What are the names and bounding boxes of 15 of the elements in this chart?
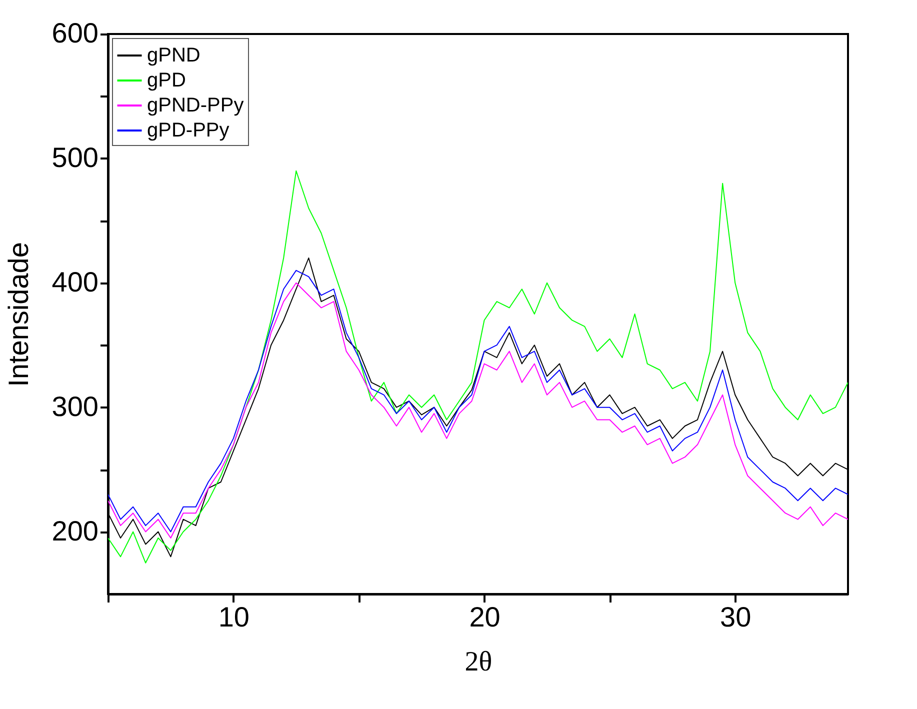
legend-label: gPND xyxy=(147,44,200,66)
line-series xyxy=(108,170,848,564)
y-tick-label: 400 xyxy=(52,266,98,298)
legend-label: gPND-PPy xyxy=(147,94,244,116)
x-tick-label: 30 xyxy=(720,602,752,632)
y-tick-label: 500 xyxy=(52,142,98,173)
y-tick-label: 600 xyxy=(52,18,98,48)
legend-label: gPD-PPy xyxy=(147,120,230,142)
y-tick-label: 200 xyxy=(52,515,98,546)
legend-label: gPD xyxy=(147,70,186,92)
y-tick-label: 300 xyxy=(52,390,98,422)
y-axis-title: Intensidade xyxy=(2,242,34,387)
x-tick-label: 20 xyxy=(469,602,500,632)
x-tick-label: 10 xyxy=(218,602,250,632)
x-axis-title: 2θ xyxy=(464,646,492,678)
